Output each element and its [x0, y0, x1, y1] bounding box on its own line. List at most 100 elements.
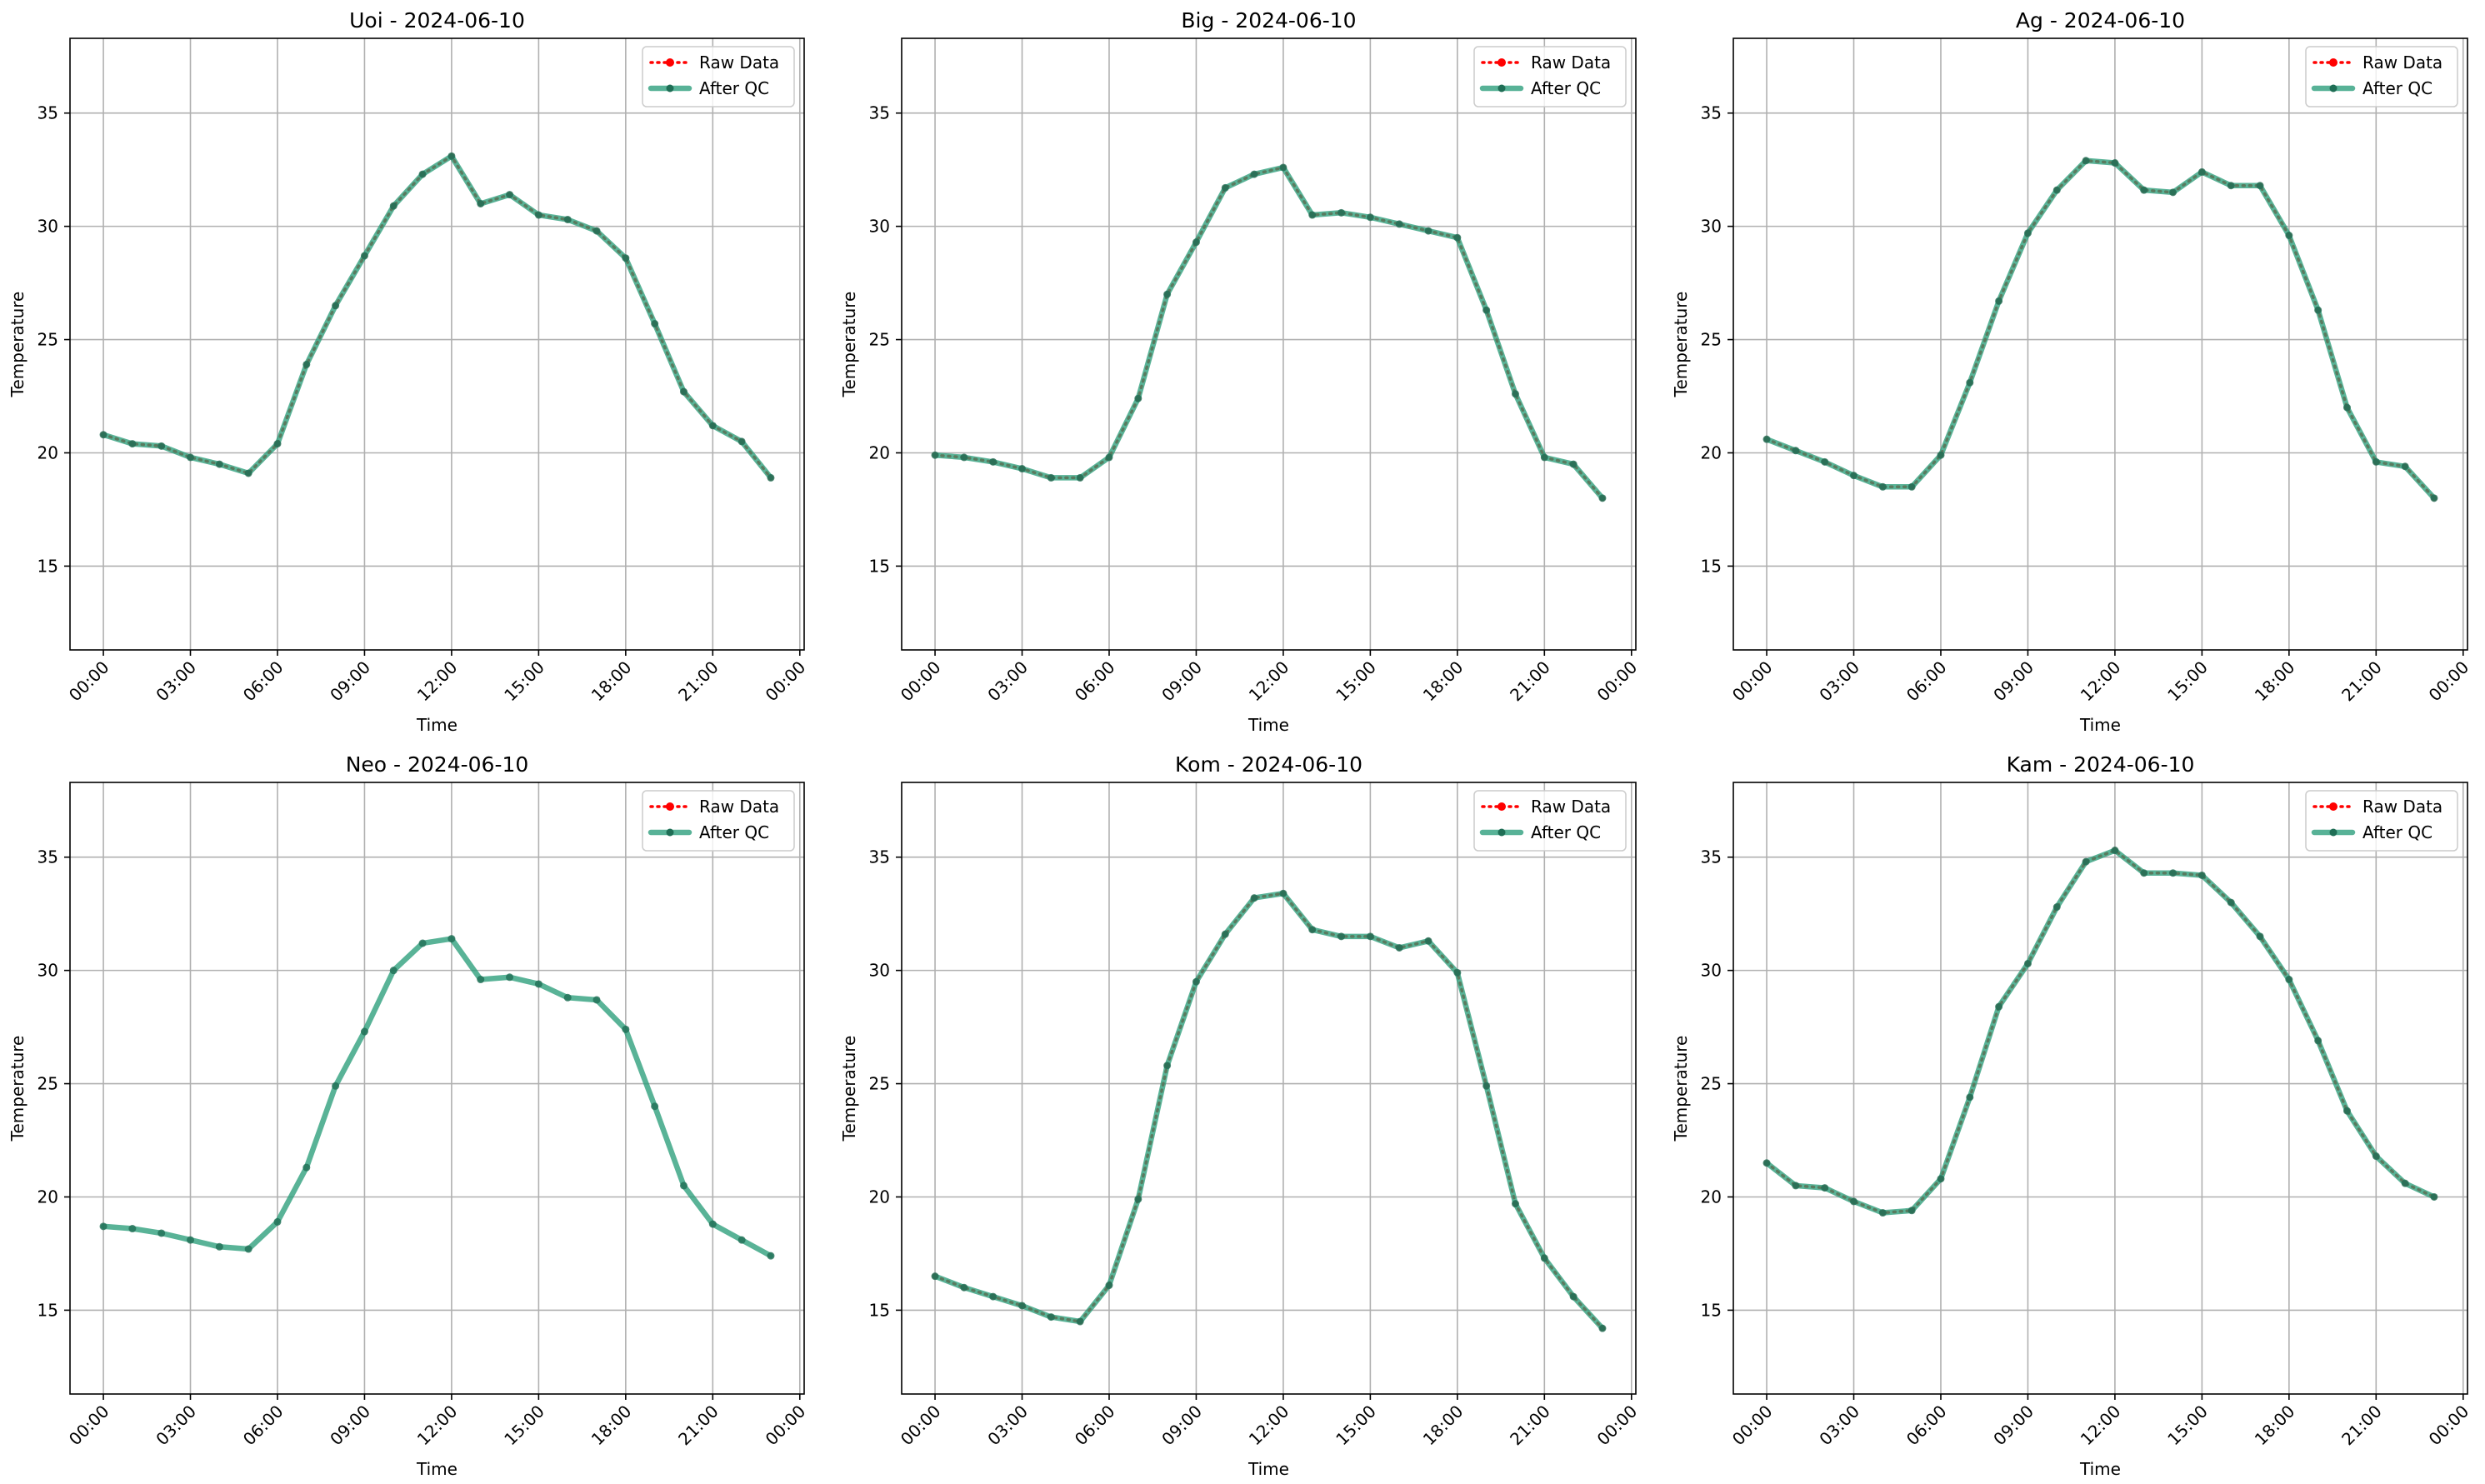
qc-point: [2401, 1179, 2409, 1187]
qc-point: [1966, 1093, 1974, 1102]
legend-marker: [1498, 84, 1506, 92]
qc-point: [187, 1236, 195, 1244]
qc-point: [244, 1245, 252, 1253]
y-tick-label: 25: [1701, 330, 1722, 350]
legend-marker: [2329, 58, 2338, 67]
qc-point: [1134, 394, 1142, 402]
qc-point: [244, 469, 252, 477]
qc-point: [1453, 233, 1462, 242]
legend-marker: [666, 802, 674, 811]
legend-box: [2305, 790, 2458, 852]
qc-point: [1279, 889, 1288, 897]
qc-point: [360, 1027, 368, 1036]
qc-point: [708, 422, 717, 430]
qc-point: [302, 1163, 311, 1172]
x-tick-label: 18:00: [588, 657, 636, 706]
chart-title: Ag - 2024-06-10: [2016, 8, 2185, 32]
qc-point: [1511, 390, 1519, 398]
qc-point: [2023, 959, 2032, 967]
legend-box: [1473, 790, 1627, 852]
x-tick-label: 21:00: [674, 657, 722, 706]
qc-point: [2314, 1037, 2322, 1045]
x-tick-label: 21:00: [1506, 1402, 1554, 1450]
x-tick-label: 06:00: [1071, 1402, 1119, 1450]
legend-label: Raw Data: [2362, 797, 2442, 817]
qc-point: [1908, 482, 1916, 491]
qc-point: [1908, 1207, 1916, 1215]
qc-point: [2372, 1152, 2380, 1161]
qc-point: [1192, 238, 1200, 247]
x-tick-label: 21:00: [1506, 657, 1554, 706]
y-tick-label: 20: [869, 1187, 890, 1207]
qc-point: [1569, 460, 1578, 468]
plot-frame: [69, 782, 805, 1395]
legend-label: Raw Data: [699, 52, 779, 72]
qc-point: [2227, 182, 2235, 190]
x-axis-label: Time: [1248, 715, 1289, 735]
qc-point: [2227, 898, 2235, 907]
y-tick-label: 30: [869, 217, 890, 237]
y-tick-label: 30: [38, 961, 58, 981]
y-axis-label: Temperature: [1671, 1036, 1691, 1142]
qc-point: [2285, 232, 2293, 240]
qc-point: [158, 1229, 166, 1237]
qc-point: [1598, 494, 1607, 502]
qc-point: [1047, 1313, 1055, 1322]
subplot: 15 20 25 30 35 00:00 03:00 06:00 09:00 12:00 15:00…: [8, 8, 809, 735]
legend-marker: [2329, 802, 2338, 811]
legend-box: [2305, 46, 2458, 107]
qc-point: [1308, 926, 1317, 934]
plot-frame: [1732, 782, 2468, 1395]
qc-point: [1878, 1209, 1887, 1217]
qc-point: [477, 976, 485, 984]
qc-point: [2169, 869, 2178, 877]
y-tick-label: 25: [38, 1074, 58, 1094]
qc-point: [1569, 1292, 1578, 1301]
legend-marker: [2329, 828, 2338, 837]
legend-label: After QC: [1531, 822, 1601, 842]
qc-point: [2140, 186, 2148, 194]
y-tick-label: 30: [1701, 961, 1722, 981]
qc-point: [2082, 857, 2090, 866]
qc-point: [989, 1292, 998, 1301]
qc-point: [592, 996, 601, 1004]
y-tick-label: 15: [1701, 556, 1722, 576]
x-tick-label: 06:00: [239, 1402, 288, 1450]
qc-point: [158, 442, 166, 450]
qc-point: [2285, 976, 2293, 984]
qc-point: [931, 1272, 939, 1281]
qc-point: [187, 453, 195, 462]
qc-point: [506, 191, 514, 199]
qc-point: [1338, 932, 1346, 941]
legend-label: Raw Data: [1531, 52, 1611, 72]
qc-point: [1018, 465, 1027, 473]
y-tick-label: 35: [869, 847, 890, 867]
qc-point: [1995, 1002, 2003, 1011]
x-tick-label: 00:00: [65, 1402, 113, 1450]
qc-point: [1366, 932, 1374, 941]
y-tick-label: 20: [869, 442, 890, 462]
y-tick-label: 35: [1701, 847, 1722, 867]
qc-point: [1792, 447, 1800, 455]
qc-point: [679, 1182, 688, 1190]
qc-point: [622, 254, 630, 262]
y-tick-label: 20: [38, 1187, 58, 1207]
x-tick-label: 00:00: [1728, 1402, 1777, 1450]
qc-point: [1395, 943, 1403, 952]
subplot: 15 20 25 30 35 00:00 03:00 06:00 09:00 12:00 15:00…: [8, 752, 809, 1479]
legend-box: [1473, 46, 1627, 107]
subplot: 15 20 25 30 35 00:00 03:00 06:00 09:00 12:00 15:00…: [1671, 8, 2472, 735]
raw-line: [933, 892, 1604, 1330]
qc-point: [767, 1252, 775, 1260]
qc-point: [767, 473, 775, 482]
qc-line: [100, 153, 774, 481]
y-tick-label: 20: [1701, 442, 1722, 462]
qc-point: [1250, 170, 1258, 178]
qc-line: [932, 164, 1606, 502]
x-tick-label: 09:00: [1989, 657, 2038, 706]
x-tick-label: 00:00: [1593, 1402, 1642, 1450]
y-tick-label: 15: [38, 1300, 58, 1320]
x-tick-label: 21:00: [2338, 657, 2386, 706]
qc-point: [651, 320, 659, 328]
qc-point: [2256, 932, 2264, 941]
